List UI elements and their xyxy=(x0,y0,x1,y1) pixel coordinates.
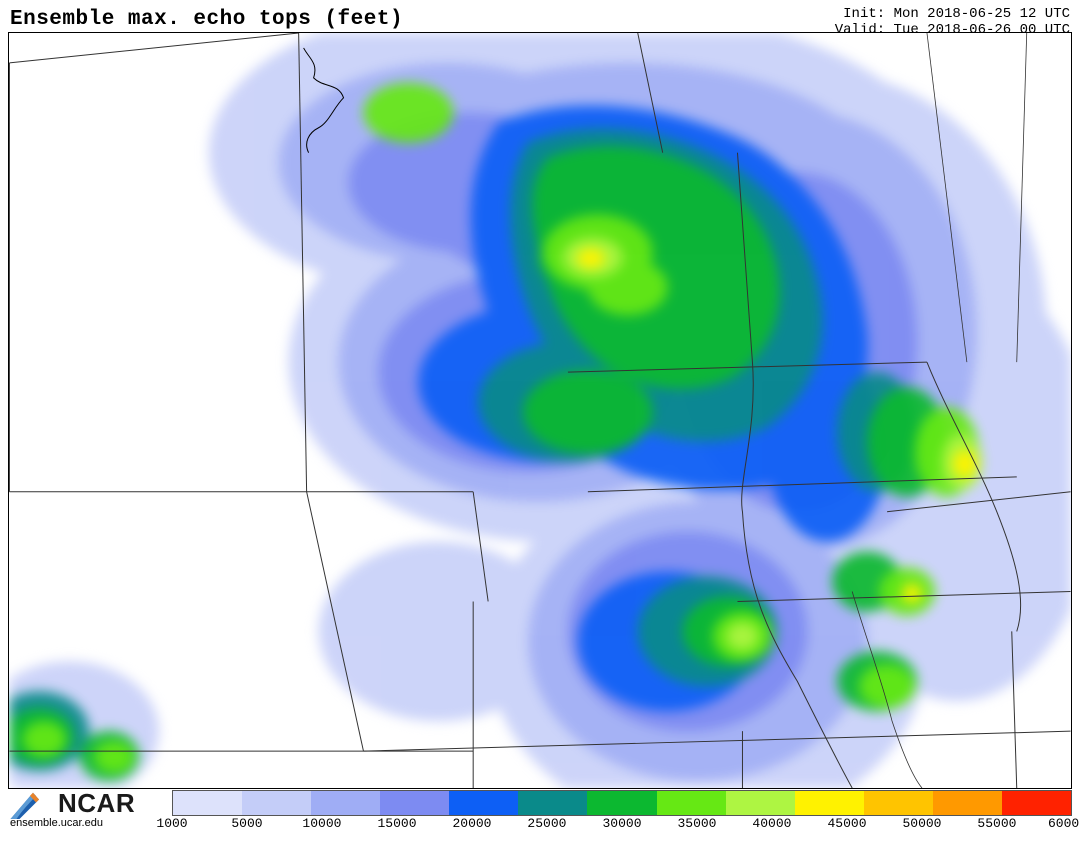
legend-tick-labels: 1000 5000 10000 15000 20000 25000 30000 … xyxy=(172,816,1072,834)
legend-tick-6: 30000 xyxy=(602,816,641,831)
legend-tick-11: 55000 xyxy=(977,816,1016,831)
legend-tick-1: 5000 xyxy=(231,816,262,831)
legend-tick-7: 35000 xyxy=(677,816,716,831)
legend-tick-8: 40000 xyxy=(752,816,791,831)
legend-tick-9: 45000 xyxy=(827,816,866,831)
color-legend: 1000 5000 10000 15000 20000 25000 30000 … xyxy=(172,790,1072,834)
legend-tick-3: 15000 xyxy=(377,816,416,831)
state-borders-layer xyxy=(9,33,1071,788)
legend-tick-4: 20000 xyxy=(452,816,491,831)
legend-color-bar xyxy=(172,790,1072,816)
legend-tick-2: 10000 xyxy=(302,816,341,831)
map-frame[interactable] xyxy=(8,32,1072,789)
ncar-url-text: ensemble.ucar.edu xyxy=(10,817,175,829)
page-title: Ensemble max. echo tops (feet) xyxy=(10,8,403,31)
ncar-logo: NCAR ensemble.ucar.edu xyxy=(10,788,175,829)
legend-tick-5: 25000 xyxy=(527,816,566,831)
ncar-brand-text: NCAR xyxy=(58,788,135,819)
init-text: Init: Mon 2018-06-25 12 UTC xyxy=(835,6,1070,22)
legend-tick-12: 60000 xyxy=(1048,816,1080,831)
map-root: Ensemble max. echo tops (feet) Init: Mon… xyxy=(0,0,1080,842)
legend-tick-10: 50000 xyxy=(902,816,941,831)
ncar-swoosh-icon xyxy=(10,789,56,819)
